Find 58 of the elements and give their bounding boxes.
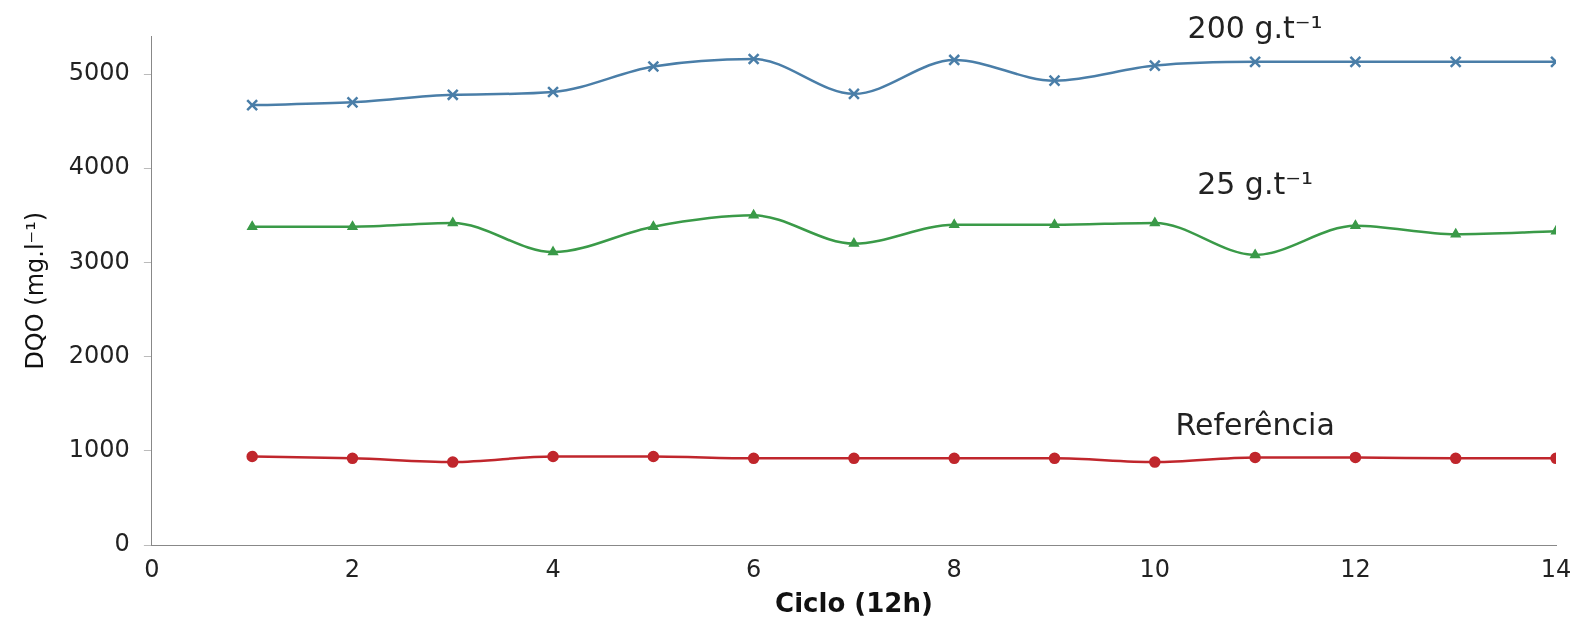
point: [948, 53, 961, 67]
point: [1449, 452, 1462, 465]
x-tick-label: 10: [1139, 554, 1171, 583]
point: [747, 452, 760, 465]
point: [1049, 219, 1060, 229]
y-tick-label: 3000: [68, 246, 130, 275]
point: [546, 85, 560, 99]
point: [447, 456, 459, 468]
y-tick-label: 0: [114, 529, 130, 558]
x-tick-label: 8: [946, 554, 962, 583]
point: [547, 450, 559, 463]
point: [748, 209, 759, 219]
y-tick-label: 4000: [68, 152, 130, 181]
series-label: 200 g.t⁻¹: [1187, 9, 1323, 45]
point: [848, 237, 860, 247]
x-tick-label: 14: [1540, 554, 1572, 583]
point: [1248, 55, 1262, 69]
point: [647, 60, 660, 73]
point: [247, 220, 258, 230]
point: [1449, 55, 1462, 69]
point: [1450, 228, 1461, 238]
point: [847, 87, 861, 101]
point: [346, 96, 359, 109]
y-axis-title: DQO (mg.l⁻¹): [20, 211, 49, 370]
point: [1048, 74, 1061, 87]
x-tick-label: 2: [344, 554, 361, 583]
point: [246, 450, 258, 463]
point: [245, 98, 259, 112]
point: [1349, 55, 1362, 69]
point: [1350, 219, 1361, 229]
series-label: 25 g.t⁻¹: [1197, 166, 1314, 202]
point: [848, 452, 860, 465]
point: [1250, 249, 1261, 259]
point: [1149, 456, 1161, 468]
point: [747, 52, 760, 66]
x-tick-label: 0: [144, 554, 160, 583]
point: [648, 220, 659, 230]
point: [1048, 452, 1061, 465]
x-tick-label: 12: [1340, 554, 1371, 583]
x-axis-title: Ciclo (12h): [775, 588, 933, 619]
y-tick-label: 5000: [68, 58, 130, 87]
point: [447, 217, 458, 227]
y-tick-label: 2000: [68, 340, 130, 369]
point: [948, 452, 960, 465]
x-tick-label: 6: [746, 554, 762, 583]
point: [347, 220, 358, 230]
x-tick-label: 4: [545, 554, 561, 583]
point: [547, 246, 559, 256]
point: [1149, 217, 1160, 227]
y-tick-label: 1000: [68, 435, 130, 464]
point: [1148, 59, 1162, 72]
series-label: Referência: [1175, 407, 1335, 443]
point: [949, 219, 960, 229]
point: [346, 452, 359, 465]
point: [647, 450, 660, 463]
point: [1249, 451, 1261, 464]
point: [1349, 451, 1362, 464]
point: [446, 88, 459, 101]
